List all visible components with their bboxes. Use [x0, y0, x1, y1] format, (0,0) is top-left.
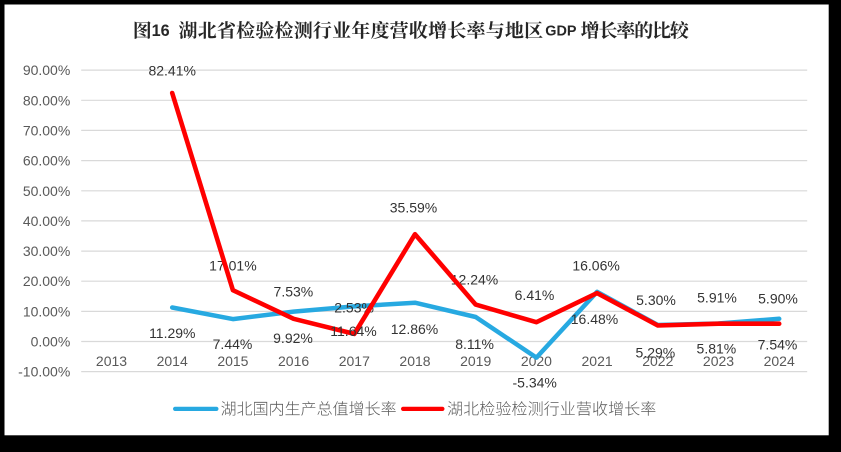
svg-text:2013: 2013	[96, 353, 127, 369]
svg-text:2018: 2018	[399, 353, 430, 369]
svg-text:2024: 2024	[764, 353, 795, 369]
svg-text:10.00%: 10.00%	[23, 303, 70, 319]
svg-text:5.30%: 5.30%	[636, 292, 676, 308]
svg-text:2017: 2017	[339, 353, 370, 369]
svg-text:-10.00%: -10.00%	[18, 364, 70, 380]
svg-text:2023: 2023	[703, 353, 734, 369]
svg-text:16.48%: 16.48%	[571, 311, 618, 327]
svg-text:40.00%: 40.00%	[23, 213, 70, 229]
svg-text:5.91%: 5.91%	[697, 289, 737, 305]
svg-text:2.53%: 2.53%	[334, 299, 374, 315]
svg-text:2014: 2014	[157, 353, 188, 369]
svg-text:70.00%: 70.00%	[23, 122, 70, 138]
svg-text:GDP: GDP	[545, 23, 577, 39]
svg-text:12.24%: 12.24%	[451, 271, 498, 287]
svg-text:30.00%: 30.00%	[23, 243, 70, 259]
svg-text:2019: 2019	[460, 353, 491, 369]
svg-text:17.01%: 17.01%	[209, 258, 256, 274]
svg-text:35.59%: 35.59%	[390, 199, 437, 215]
svg-text:7.54%: 7.54%	[758, 337, 798, 353]
svg-text:11.29%: 11.29%	[149, 325, 195, 341]
svg-text:2015: 2015	[217, 353, 248, 369]
svg-text:2022: 2022	[642, 353, 673, 369]
svg-text:2020: 2020	[521, 353, 552, 369]
svg-text:16: 16	[152, 22, 170, 40]
svg-text:9.92%: 9.92%	[273, 330, 313, 346]
svg-text:80.00%: 80.00%	[23, 92, 70, 108]
svg-text:5.29%: 5.29%	[636, 344, 676, 360]
svg-text:12.86%: 12.86%	[391, 321, 438, 337]
svg-text:7.44%: 7.44%	[213, 336, 253, 352]
svg-text:16.06%: 16.06%	[572, 258, 619, 274]
svg-text:5.90%: 5.90%	[758, 291, 798, 307]
svg-text:5.81%: 5.81%	[697, 341, 737, 357]
svg-text:8.11%: 8.11%	[455, 336, 494, 352]
svg-text:90.00%: 90.00%	[23, 62, 70, 78]
svg-text:6.41%: 6.41%	[515, 287, 555, 303]
svg-text:60.00%: 60.00%	[23, 153, 70, 169]
svg-text:0.00%: 0.00%	[31, 334, 71, 350]
svg-text:20.00%: 20.00%	[23, 273, 70, 289]
svg-text:2021: 2021	[582, 353, 613, 369]
svg-text:11.64%: 11.64%	[330, 323, 376, 339]
svg-text:7.53%: 7.53%	[274, 283, 314, 299]
svg-text:2016: 2016	[278, 353, 309, 369]
svg-text:82.41%: 82.41%	[148, 62, 195, 78]
svg-text:-5.34%: -5.34%	[513, 375, 557, 391]
svg-text:50.00%: 50.00%	[23, 183, 70, 199]
